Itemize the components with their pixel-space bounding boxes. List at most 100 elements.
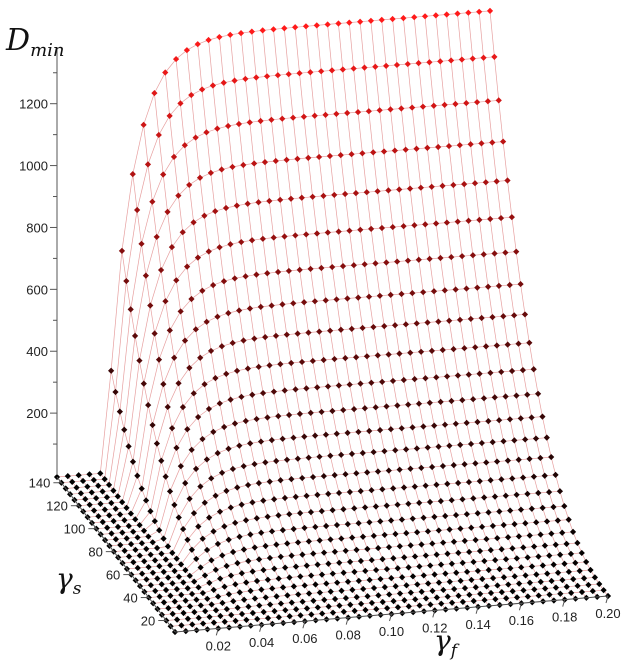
surface-point xyxy=(496,508,503,515)
mesh-line-gamma-f-4 xyxy=(100,473,219,629)
surface-point xyxy=(422,221,429,228)
surface-point xyxy=(350,406,358,413)
surface-point xyxy=(205,248,212,255)
surface-point xyxy=(279,435,286,442)
surface-point xyxy=(214,450,221,457)
surface-point xyxy=(229,548,237,556)
surface-point xyxy=(502,492,509,499)
surface-point xyxy=(389,377,397,385)
surface-point xyxy=(441,287,448,294)
surface-point xyxy=(517,506,525,513)
surface-point xyxy=(189,621,196,628)
surface-point xyxy=(162,556,169,563)
surface-point xyxy=(359,449,366,457)
mesh-line-gamma-f-14 xyxy=(208,39,327,620)
surface-point xyxy=(406,185,414,192)
surface-point xyxy=(177,463,184,470)
surface-point xyxy=(155,131,162,139)
mesh-line-gamma-f-18 xyxy=(251,31,371,617)
surface-point xyxy=(151,330,158,337)
surface-point xyxy=(162,586,170,594)
surface-point xyxy=(446,526,453,533)
surface-point xyxy=(504,341,511,348)
mesh-line-gamma-f-10 xyxy=(164,72,284,624)
surface-point xyxy=(364,593,371,600)
surface-point xyxy=(329,609,337,616)
surface-point xyxy=(140,121,147,128)
surface-point xyxy=(303,385,310,392)
surface-point xyxy=(206,579,213,586)
surface-point xyxy=(331,548,338,555)
surface-point xyxy=(459,397,466,404)
surface-point xyxy=(260,608,267,616)
surface-point xyxy=(149,421,156,429)
surface-point xyxy=(110,487,117,494)
surface-point xyxy=(440,539,447,546)
surface-point xyxy=(478,140,485,147)
surface-point xyxy=(273,541,280,548)
surface-point xyxy=(275,413,282,420)
surface-point xyxy=(279,526,286,534)
surface-point xyxy=(578,588,586,596)
mesh-line-gamma-f-25 xyxy=(327,24,446,610)
surface-point xyxy=(282,607,289,614)
surface-point xyxy=(264,576,271,583)
surface-point xyxy=(264,614,272,622)
surface-point xyxy=(331,191,338,199)
surface-point xyxy=(338,587,345,594)
surface-point xyxy=(277,477,284,484)
surface-point xyxy=(151,557,159,564)
surface-point xyxy=(409,573,417,580)
surface-point xyxy=(428,183,435,190)
surface-point xyxy=(157,266,165,274)
surface-point xyxy=(500,521,507,529)
surface-point xyxy=(414,581,421,588)
surface-point xyxy=(401,554,408,561)
surface-point xyxy=(281,233,288,240)
surface-point xyxy=(262,594,269,601)
surface-point xyxy=(302,23,310,30)
surface-point xyxy=(236,533,243,540)
surface-point xyxy=(324,229,331,236)
surface-point xyxy=(415,256,422,263)
surface-point xyxy=(323,522,330,530)
surface-point xyxy=(162,69,169,76)
mesh-line-gamma-f-29 xyxy=(370,20,490,607)
surface-point xyxy=(286,613,293,620)
surface-point xyxy=(495,282,503,289)
surface-point xyxy=(478,314,485,322)
surface-point xyxy=(359,150,366,157)
surface-point xyxy=(118,247,126,254)
surface-point xyxy=(403,530,410,537)
surface-point xyxy=(474,284,481,291)
surface-point xyxy=(361,405,368,412)
x-axis-tick-label: 0.16 xyxy=(509,613,534,628)
surface-point xyxy=(448,560,455,567)
surface-point xyxy=(203,129,210,136)
surface-point xyxy=(186,181,193,189)
surface-point xyxy=(515,340,522,347)
mesh-line-gamma-f-6 xyxy=(121,250,241,627)
surface-point xyxy=(498,368,505,376)
surface-point xyxy=(227,241,234,248)
surface-point xyxy=(281,387,288,394)
surface-point xyxy=(429,463,436,471)
surface-point xyxy=(197,602,204,609)
surface-point xyxy=(203,456,210,463)
surface-point xyxy=(389,15,396,23)
surface-point xyxy=(303,492,310,499)
surface-point xyxy=(508,367,516,375)
surface-point xyxy=(307,508,315,516)
x-axis-tick xyxy=(302,621,306,629)
surface-point xyxy=(277,196,284,203)
surface-point xyxy=(231,275,238,282)
surface-point xyxy=(337,326,345,333)
surface-point xyxy=(123,277,130,285)
mesh-line-gamma-s-17 xyxy=(100,368,534,535)
surface-point xyxy=(154,544,161,552)
surface-point xyxy=(552,584,560,591)
surface-point xyxy=(568,589,575,596)
surface-point xyxy=(134,534,141,541)
surface-point xyxy=(296,70,303,77)
mesh-line-gamma-f-5 xyxy=(110,370,230,628)
